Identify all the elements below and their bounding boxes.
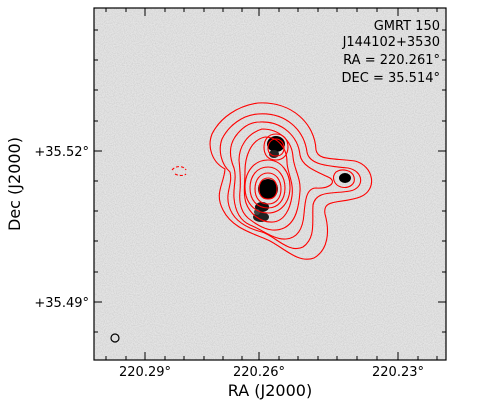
info-ra: RA = 220.261° <box>343 53 440 68</box>
info-telescope: GMRT 150 <box>374 19 440 34</box>
info-source-name: J144102+3530 <box>342 35 440 50</box>
contour-3 <box>229 121 333 240</box>
y-axis-label: Dec (J2000) <box>5 137 24 231</box>
contour-7 <box>249 166 286 209</box>
contour-neg <box>171 166 187 171</box>
ytick-label-2: +35.49° <box>34 296 89 311</box>
contour-1 <box>209 102 372 260</box>
source-east <box>339 173 351 183</box>
contour-4 <box>238 128 301 231</box>
info-dec: DEC = 35.514° <box>342 71 440 86</box>
xtick-label-3: 220.23° <box>372 365 424 380</box>
contour-neg-2 <box>174 173 187 177</box>
contour-5 <box>243 136 293 223</box>
contour-east <box>332 169 355 188</box>
contour-north-1 <box>263 133 289 161</box>
contour-6 <box>244 159 291 214</box>
radio-image <box>94 8 446 360</box>
ticks <box>94 8 446 360</box>
contours <box>171 102 372 260</box>
contour-north-2 <box>267 138 285 157</box>
x-axis-label: RA (J2000) <box>228 381 312 400</box>
beam-marker <box>110 333 120 343</box>
contour-8 <box>254 172 282 205</box>
contour-9 <box>258 177 278 200</box>
ytick-label-1: +35.52° <box>34 145 89 160</box>
contour-2 <box>219 113 362 250</box>
xtick-label-2: 220.26° <box>233 365 285 380</box>
plot-frame <box>93 7 447 361</box>
xtick-label-1: 220.29° <box>119 365 171 380</box>
